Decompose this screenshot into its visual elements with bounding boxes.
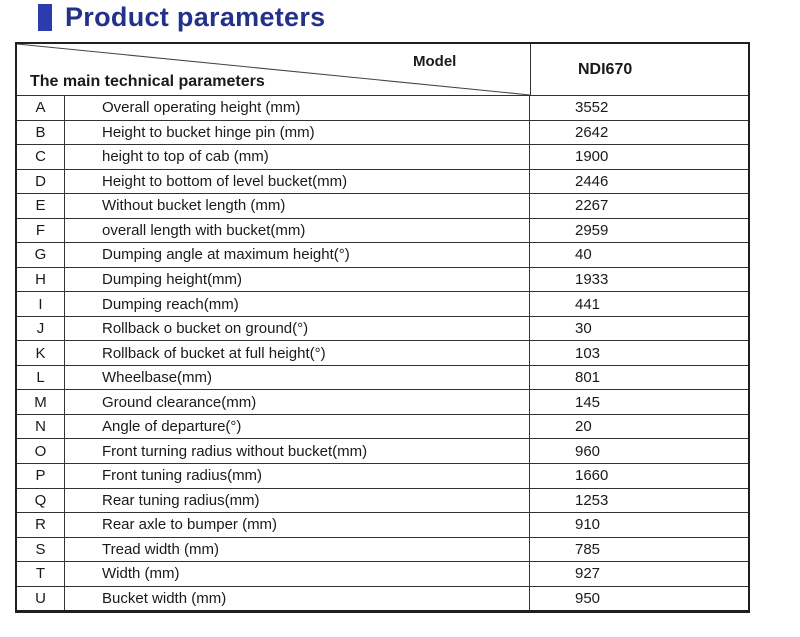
table-row: N Angle of departure(°) 20 [17, 413, 748, 439]
table-header: Model The main technical parameters NDI6… [17, 44, 748, 96]
table-row: D Height to bottom of level bucket(mm) 2… [17, 168, 748, 194]
header-parameters-label: The main technical parameters [30, 73, 265, 90]
table-row: K Rollback of bucket at full height(°) 1… [17, 340, 748, 365]
row-key: M [17, 390, 65, 414]
row-parameter-name: Dumping height(mm) [65, 267, 530, 292]
row-parameter-value: 1933 [575, 270, 609, 288]
row-parameter-value: 1253 [575, 491, 609, 509]
table-row: O Front turning radius without bucket(mm… [17, 438, 748, 463]
row-parameter-name: Rear tuning radius(mm) [65, 488, 530, 513]
row-parameter-name: Tread width (mm) [65, 537, 530, 562]
row-key: H [17, 267, 65, 292]
row-parameter-value: 103 [575, 344, 601, 362]
row-parameter-value: 20 [575, 418, 592, 436]
row-parameter-name: Angle of departure(°) [65, 414, 530, 439]
table-header-left-cell: Model The main technical parameters [17, 44, 530, 95]
row-key: N [17, 414, 65, 439]
table-row: C height to top of cab (mm) 1900 [17, 144, 748, 169]
product-parameters-table: Model The main technical parameters NDI6… [15, 42, 750, 613]
table-row: R Rear axle to bumper (mm) 910 [17, 512, 748, 537]
row-parameter-name: Front turning radius without bucket(mm) [65, 439, 530, 463]
row-parameter-name: Dumping reach(mm) [65, 292, 530, 316]
table-row: E Without bucket length (mm) 2267 [17, 193, 748, 218]
row-parameter-name: Without bucket length (mm) [65, 194, 530, 218]
row-parameter-name: Rollback of bucket at full height(°) [65, 341, 530, 365]
row-parameter-value: 30 [575, 320, 592, 338]
row-key: B [17, 120, 65, 145]
row-parameter-value: 1900 [575, 148, 609, 166]
row-parameter-name: Wheelbase(mm) [65, 365, 530, 390]
table-body: A Overall operating height (mm) 3552 B H… [17, 96, 748, 611]
row-key: J [17, 316, 65, 341]
title-accent-bar-icon [38, 4, 52, 31]
row-key: P [17, 463, 65, 488]
row-parameter-name: height to top of cab (mm) [65, 145, 530, 169]
diagonal-divider-line [17, 44, 530, 95]
row-parameter-name: Ground clearance(mm) [65, 390, 530, 414]
row-parameter-name: Overall operating height (mm) [65, 96, 530, 120]
row-parameter-value: 145 [575, 393, 601, 411]
row-parameter-value: 910 [575, 516, 601, 534]
row-parameter-name: Height to bottom of level bucket(mm) [65, 169, 530, 194]
row-parameter-value: 801 [575, 369, 601, 387]
row-key: E [17, 194, 65, 218]
row-key: Q [17, 488, 65, 513]
table-row: I Dumping reach(mm) 441 [17, 291, 748, 316]
row-parameter-value: 441 [575, 295, 601, 313]
page-header: Product parameters [38, 4, 326, 31]
row-parameter-value: 927 [575, 565, 601, 583]
page-title: Product parameters [65, 2, 326, 32]
table-row: A Overall operating height (mm) 3552 [17, 96, 748, 120]
row-key: G [17, 243, 65, 267]
row-key: C [17, 145, 65, 169]
table-row: H Dumping height(mm) 1933 [17, 266, 748, 292]
table-row: M Ground clearance(mm) 145 [17, 389, 748, 414]
row-key: K [17, 341, 65, 365]
table-row: B Height to bucket hinge pin (mm) 2642 [17, 119, 748, 145]
row-key: O [17, 439, 65, 463]
row-key: L [17, 365, 65, 390]
table-row: Q Rear tuning radius(mm) 1253 [17, 487, 748, 513]
table-row: T Width (mm) 927 [17, 561, 748, 586]
row-parameter-value: 950 [575, 589, 601, 607]
table-row: S Tread width (mm) 785 [17, 536, 748, 562]
row-parameter-name: Bucket width (mm) [65, 586, 530, 611]
row-key: I [17, 292, 65, 316]
row-parameter-value: 1660 [575, 467, 609, 485]
row-parameter-name: overall length with bucket(mm) [65, 218, 530, 243]
row-parameter-name: Height to bucket hinge pin (mm) [65, 120, 530, 145]
row-parameter-name: Dumping angle at maximum height(°) [65, 243, 530, 267]
row-parameter-name: Rear axle to bumper (mm) [65, 513, 530, 537]
table-row: L Wheelbase(mm) 801 [17, 364, 748, 390]
row-key: S [17, 537, 65, 562]
row-parameter-value: 785 [575, 540, 601, 558]
row-parameter-value: 40 [575, 246, 592, 264]
row-key: R [17, 513, 65, 537]
row-parameter-value: 960 [575, 442, 601, 460]
row-key: U [17, 586, 65, 611]
row-parameter-name: Front tuning radius(mm) [65, 463, 530, 488]
table-row: P Front tuning radius(mm) 1660 [17, 462, 748, 488]
row-parameter-value: 2446 [575, 172, 609, 190]
row-parameter-value: 2642 [575, 123, 609, 141]
table-row: F overall length with bucket(mm) 2959 [17, 217, 748, 243]
table-row: J Rollback o bucket on ground(°) 30 [17, 315, 748, 341]
row-key: F [17, 218, 65, 243]
table-row: U Bucket width (mm) 950 [17, 585, 748, 611]
header-model-label: Model [413, 53, 457, 70]
row-parameter-value: 3552 [575, 99, 609, 117]
row-parameter-name: Width (mm) [65, 562, 530, 586]
row-key: T [17, 562, 65, 586]
model-column-header: NDI670 [530, 44, 748, 95]
row-key: A [17, 96, 65, 120]
row-parameter-name: Rollback o bucket on ground(°) [65, 316, 530, 341]
table-row: G Dumping angle at maximum height(°) 40 [17, 242, 748, 267]
row-parameter-value: 2267 [575, 197, 609, 215]
row-parameter-value: 2959 [575, 221, 609, 239]
row-key: D [17, 169, 65, 194]
